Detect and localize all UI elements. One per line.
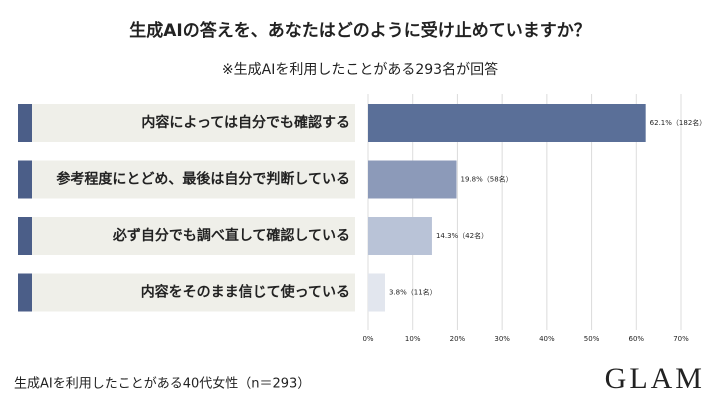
category-box xyxy=(18,160,355,199)
category-label: 参考程度にとどめ、最後は自分で判断している xyxy=(56,171,350,188)
x-tick-label: 30% xyxy=(494,335,510,343)
category-label: 必ず自分でも調べ直して確認している xyxy=(112,227,350,244)
footnote: 生成AIを利用したことがある40代女性（n＝293） xyxy=(14,376,310,392)
category-box xyxy=(18,217,355,255)
chart-subtitle: ※生成AIを利用したことがある293名が回答 xyxy=(222,61,498,78)
category-box xyxy=(18,104,355,142)
chart-title: 生成AIの答えを、あなたはどのように受け止めていますか？ xyxy=(129,20,590,41)
value-label: 3.8%（11名） xyxy=(389,288,437,297)
x-tick-label: 0% xyxy=(362,335,373,343)
bar xyxy=(368,104,646,142)
category-strip xyxy=(18,160,32,199)
x-tick-label: 10% xyxy=(405,335,421,343)
category-strip xyxy=(18,273,32,312)
bar xyxy=(368,217,432,255)
bar xyxy=(368,273,385,312)
category-strip xyxy=(18,104,32,142)
x-tick-label: 40% xyxy=(539,335,555,343)
value-label: 62.1%（182名） xyxy=(650,118,707,127)
x-tick-label: 50% xyxy=(584,335,600,343)
value-label: 14.3%（42名） xyxy=(436,231,488,240)
category-label: 内容によっては自分でも確認する xyxy=(141,114,350,131)
category-label: 内容をそのまま信じて使っている xyxy=(141,284,350,301)
bar xyxy=(368,160,457,199)
x-tick-label: 20% xyxy=(450,335,466,343)
x-tick-label: 70% xyxy=(673,335,689,343)
category-strip xyxy=(18,217,32,255)
category-box xyxy=(18,273,355,312)
value-label: 19.8%（58名） xyxy=(461,175,513,184)
logo: GLAM xyxy=(605,362,705,395)
x-tick-label: 60% xyxy=(629,335,645,343)
